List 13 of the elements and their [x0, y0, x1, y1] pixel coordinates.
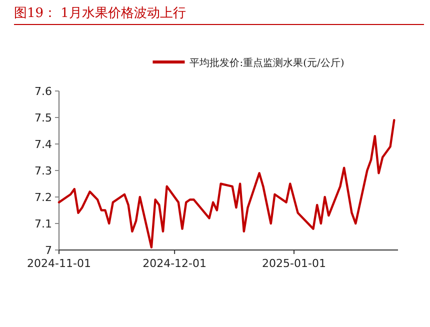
x-tick-label: 2024-12-01 — [142, 257, 207, 270]
x-tick-label: 2025-01-01 — [262, 257, 326, 270]
y-tick-label: 7.5 — [34, 112, 52, 124]
y-tick-label: 7.4 — [34, 138, 52, 151]
line-series — [58, 119, 396, 248]
y-tick-label: 7.6 — [34, 85, 52, 98]
y-tick-label: 7.1 — [34, 218, 52, 230]
y-tick-label: 7 — [45, 244, 52, 257]
y-tick-label: 7.3 — [34, 164, 52, 178]
x-tick-label: 2024-11-01 — [27, 257, 91, 270]
legend-label: 平均批发价:重点监测水果(元/公斤) — [190, 57, 344, 69]
chart-title: 图19： 1月水果价格波动上行 — [14, 6, 186, 21]
y-tick-label: 7.2 — [34, 191, 52, 204]
